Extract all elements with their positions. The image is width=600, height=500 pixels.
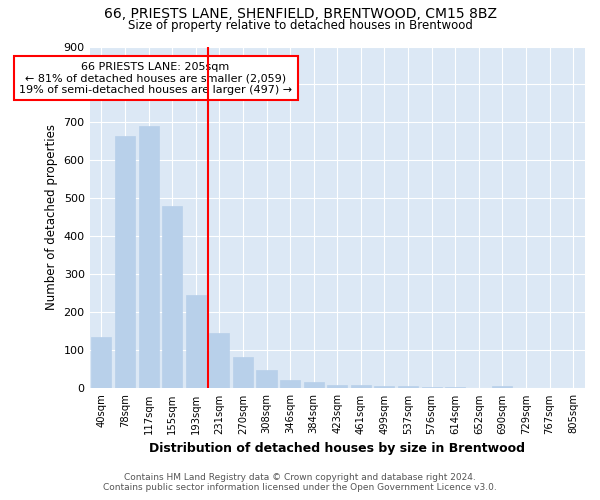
Bar bbox=[327, 384, 347, 388]
Bar bbox=[91, 337, 112, 388]
Bar bbox=[209, 334, 229, 388]
Bar bbox=[115, 136, 135, 388]
Bar bbox=[162, 206, 182, 388]
Bar bbox=[256, 370, 277, 388]
Text: Size of property relative to detached houses in Brentwood: Size of property relative to detached ho… bbox=[128, 18, 472, 32]
Text: 66 PRIESTS LANE: 205sqm
← 81% of detached houses are smaller (2,059)
19% of semi: 66 PRIESTS LANE: 205sqm ← 81% of detache… bbox=[19, 62, 292, 95]
Bar bbox=[351, 386, 371, 388]
Bar bbox=[280, 380, 300, 388]
Bar bbox=[445, 386, 465, 388]
Bar bbox=[493, 386, 512, 388]
Bar bbox=[304, 382, 324, 388]
Bar bbox=[233, 358, 253, 388]
Bar bbox=[422, 387, 442, 388]
Bar bbox=[186, 296, 206, 388]
X-axis label: Distribution of detached houses by size in Brentwood: Distribution of detached houses by size … bbox=[149, 442, 525, 455]
Text: 66, PRIESTS LANE, SHENFIELD, BRENTWOOD, CM15 8BZ: 66, PRIESTS LANE, SHENFIELD, BRENTWOOD, … bbox=[104, 8, 497, 22]
Bar bbox=[139, 126, 158, 388]
Bar bbox=[374, 386, 394, 388]
Bar bbox=[398, 386, 418, 388]
Y-axis label: Number of detached properties: Number of detached properties bbox=[45, 124, 58, 310]
Text: Contains HM Land Registry data © Crown copyright and database right 2024.
Contai: Contains HM Land Registry data © Crown c… bbox=[103, 473, 497, 492]
